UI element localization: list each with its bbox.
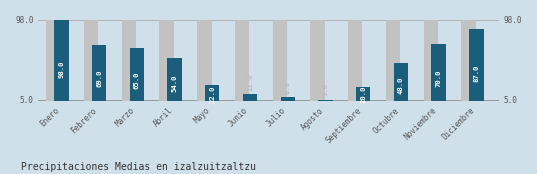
- Bar: [461, 20, 476, 104]
- Text: 87.0: 87.0: [474, 64, 480, 82]
- Text: 11.0: 11.0: [247, 74, 253, 91]
- Bar: [122, 20, 136, 104]
- Text: 48.0: 48.0: [398, 77, 404, 94]
- Bar: [318, 100, 332, 104]
- Text: 5.0: 5.0: [323, 83, 329, 96]
- Bar: [348, 20, 362, 104]
- Bar: [54, 20, 69, 104]
- Bar: [168, 58, 182, 104]
- Bar: [92, 45, 106, 104]
- Bar: [197, 20, 212, 104]
- Text: Precipitaciones Medias en izalzuitzaltzu: Precipitaciones Medias en izalzuitzaltzu: [21, 162, 257, 172]
- Bar: [386, 20, 400, 104]
- Bar: [394, 63, 408, 104]
- Bar: [243, 94, 257, 104]
- Bar: [46, 20, 61, 104]
- Text: 22.0: 22.0: [209, 85, 215, 103]
- Bar: [469, 29, 483, 104]
- Bar: [159, 20, 174, 104]
- Bar: [432, 44, 446, 104]
- Bar: [84, 20, 98, 104]
- Bar: [280, 97, 295, 104]
- Bar: [235, 20, 249, 104]
- Text: 8.0: 8.0: [285, 81, 291, 94]
- Text: 20.0: 20.0: [360, 86, 366, 103]
- Bar: [424, 20, 438, 104]
- Text: 98.0: 98.0: [59, 61, 64, 78]
- Text: 69.0: 69.0: [96, 70, 102, 88]
- Bar: [310, 20, 325, 104]
- Bar: [356, 87, 371, 104]
- Bar: [273, 20, 287, 104]
- Bar: [129, 48, 144, 104]
- Bar: [205, 85, 220, 104]
- Text: 70.0: 70.0: [436, 70, 441, 87]
- Text: 54.0: 54.0: [171, 75, 178, 92]
- Text: 65.0: 65.0: [134, 71, 140, 89]
